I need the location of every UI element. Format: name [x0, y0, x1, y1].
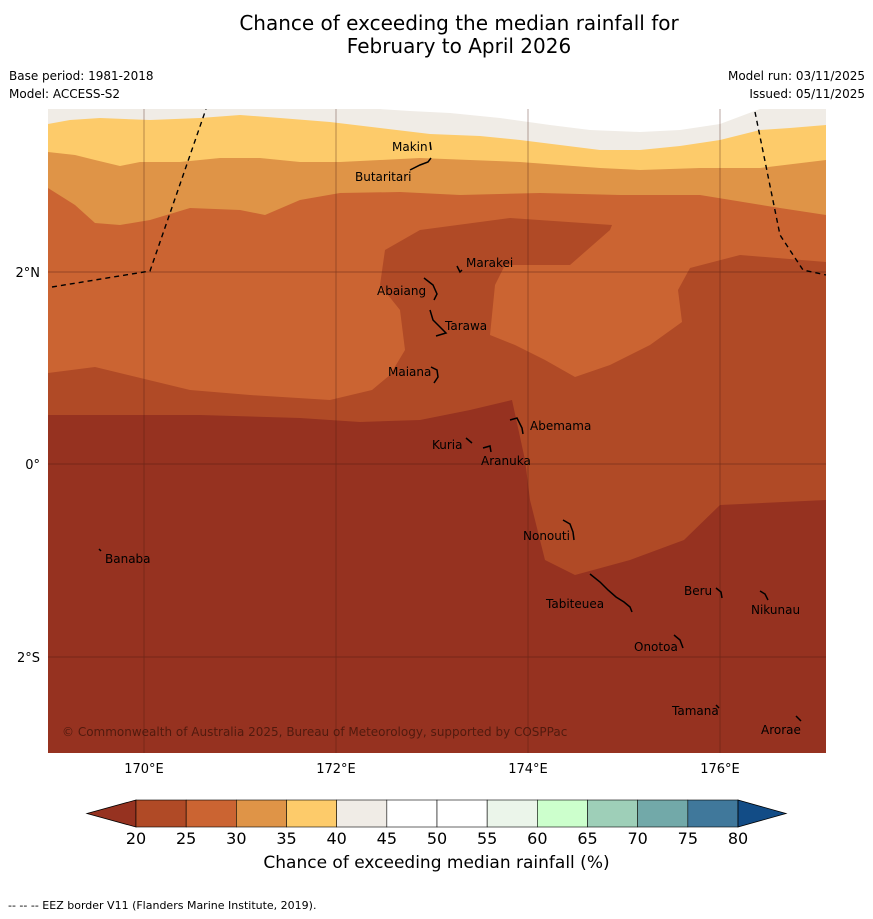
- base-period: Base period: 1981-2018: [9, 69, 154, 83]
- label-nonouti: Nonouti: [523, 529, 570, 543]
- eez-footnote: -- -- -- EEZ border V11 (Flanders Marine…: [8, 899, 317, 912]
- label-kuria: Kuria: [432, 438, 463, 452]
- eez-border: [51, 109, 826, 288]
- label-arorae: Arorae: [761, 723, 801, 737]
- graticule: [48, 109, 826, 753]
- colorbar: 20 25 30 35 40 45 50 55 60 65 70 75 80: [85, 799, 788, 848]
- lon-tick-176: 176°E: [700, 762, 740, 777]
- colorbar-segment: [687, 799, 739, 828]
- lat-tick-0: 0°: [25, 458, 40, 473]
- label-beru: Beru: [684, 584, 712, 598]
- colorbar-segment: [236, 799, 287, 828]
- lat-tick-labels: 2°N 0° 2°S: [16, 266, 41, 666]
- label-butaritari: Butaritari: [355, 170, 412, 184]
- lon-tick-170: 170°E: [124, 762, 164, 777]
- title-line-2: February to April 2026: [346, 34, 572, 58]
- colorbar-tick-label: 65: [577, 829, 597, 848]
- colorbar-segment: [336, 799, 388, 828]
- label-banaba: Banaba: [105, 552, 151, 566]
- colorbar-tick-label: 35: [276, 829, 296, 848]
- lat-tick-2n: 2°N: [16, 266, 41, 281]
- colorbar-segment: [637, 799, 689, 828]
- label-tabiteuea: Tabiteuea: [545, 597, 604, 611]
- colorbar-tick-label: 20: [126, 829, 146, 848]
- colorbar-segment: [185, 799, 237, 828]
- colorbar-tick-label: 55: [477, 829, 497, 848]
- label-maiana: Maiana: [388, 365, 431, 379]
- colorbar-tick-label: 70: [627, 829, 647, 848]
- label-marakei: Marakei: [466, 256, 513, 270]
- colorbar-tick-label: 75: [678, 829, 698, 848]
- label-aranuka: Aranuka: [481, 454, 531, 468]
- lon-tick-labels: 170°E 172°E 174°E 176°E: [124, 762, 740, 777]
- island-outlines: [98, 141, 802, 722]
- label-onotoa: Onotoa: [634, 640, 678, 654]
- colorbar-tick-label: 40: [326, 829, 346, 848]
- lon-tick-174: 174°E: [508, 762, 548, 777]
- title-line-1: Chance of exceeding the median rainfall …: [239, 11, 679, 35]
- colorbar-segment: [486, 799, 538, 828]
- lon-tick-172: 172°E: [316, 762, 356, 777]
- meta-right: Model run: 03/11/2025 Issued: 05/11/2025: [728, 67, 865, 103]
- colorbar-over-arrow: [737, 799, 788, 828]
- colorbar-segment: [436, 799, 488, 828]
- colorbar-title: Chance of exceeding median rainfall (%): [263, 853, 610, 873]
- colorbar-segment: [537, 799, 588, 828]
- model-name: Model: ACCESS-S2: [9, 87, 121, 101]
- colorbar-tick-label: 45: [377, 829, 397, 848]
- meta-left: Base period: 1981-2018 Model: ACCESS-S2: [9, 67, 154, 103]
- map-title: Chance of exceeding the median rainfall …: [0, 12, 873, 58]
- label-makin: Makin: [392, 140, 428, 154]
- label-abaiang: Abaiang: [377, 284, 426, 298]
- model-run: Model run: 03/11/2025: [727, 69, 865, 83]
- label-nikunau: Nikunau: [751, 603, 800, 617]
- label-tarawa: Tarawa: [444, 319, 487, 333]
- colorbar-segment: [587, 799, 638, 828]
- colorbar-tick-label: 80: [728, 829, 748, 848]
- label-tamana: Tamana: [671, 704, 719, 718]
- region-50-plus: [380, 109, 760, 132]
- colorbar-segment: [135, 799, 187, 828]
- map-plot-area: Makin Butaritari Marakei Abaiang Tarawa …: [48, 109, 826, 753]
- lat-tick-2s: 2°S: [17, 651, 40, 666]
- label-abemama: Abemama: [530, 419, 591, 433]
- island-labels: Makin Butaritari Marakei Abaiang Tarawa …: [105, 140, 801, 737]
- issued-date: Issued: 05/11/2025: [749, 87, 865, 101]
- copyright-notice: © Commonwealth of Australia 2025, Bureau…: [62, 725, 567, 739]
- colorbar-tick-label: 25: [176, 829, 196, 848]
- colorbar-under-arrow: [85, 799, 137, 828]
- colorbar-segment: [386, 799, 438, 828]
- colorbar-tick-label: 50: [427, 829, 447, 848]
- colorbar-tick-label: 60: [527, 829, 547, 848]
- colorbar-segment: [286, 799, 337, 828]
- colorbar-tick-label: 30: [226, 829, 246, 848]
